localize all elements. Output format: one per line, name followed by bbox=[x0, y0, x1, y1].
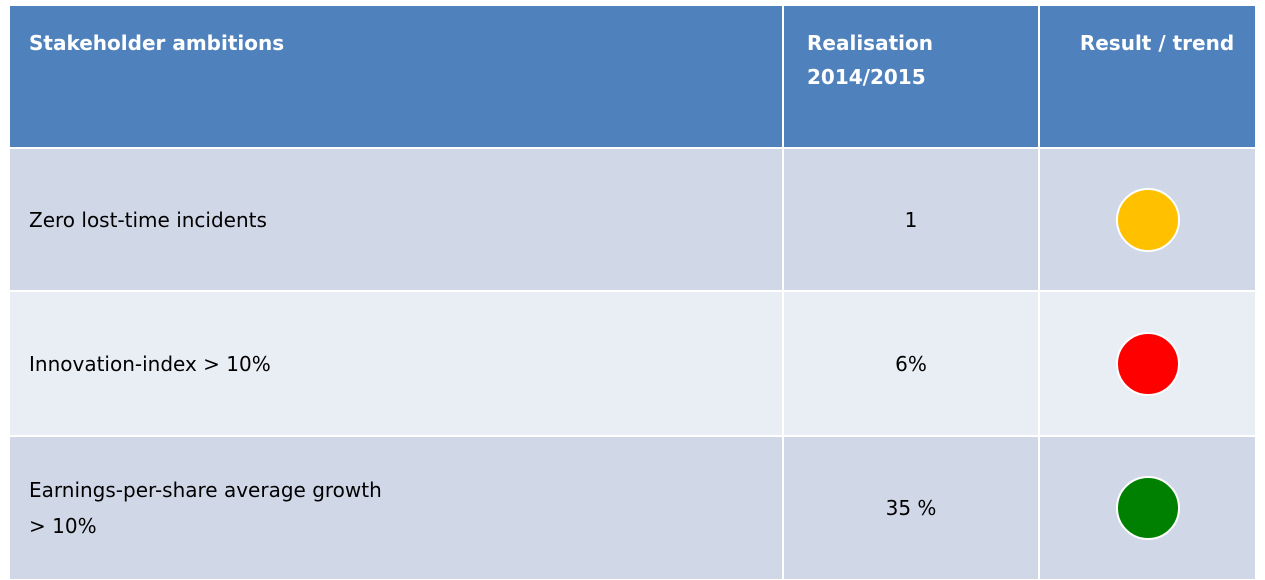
realisation-cell: 6% bbox=[784, 292, 1038, 435]
status-indicator bbox=[1115, 331, 1180, 396]
status-dot bbox=[1115, 476, 1180, 540]
ambition-cell: Earnings-per-share average growth > 10% bbox=[10, 437, 782, 579]
ambition-cell: Zero lost-time incidents bbox=[10, 149, 782, 290]
status-cell bbox=[1040, 292, 1255, 435]
header-cell: Realisation 2014/2015 bbox=[784, 6, 1038, 147]
status-dot bbox=[1115, 187, 1180, 252]
status-cell bbox=[1040, 149, 1255, 290]
header-cell: Result / trend bbox=[1040, 6, 1255, 147]
realisation-cell: 1 bbox=[784, 149, 1038, 290]
header-cell: Stakeholder ambitions bbox=[10, 6, 782, 147]
ambition-cell: Innovation-index > 10% bbox=[10, 292, 782, 435]
status-cell bbox=[1040, 437, 1255, 579]
status-dot bbox=[1115, 331, 1180, 396]
status-indicator bbox=[1115, 187, 1180, 252]
realisation-cell: 35 % bbox=[784, 437, 1038, 579]
status-indicator bbox=[1115, 476, 1180, 540]
table: Stakeholder ambitions Realisation 2014/2… bbox=[10, 6, 1255, 579]
